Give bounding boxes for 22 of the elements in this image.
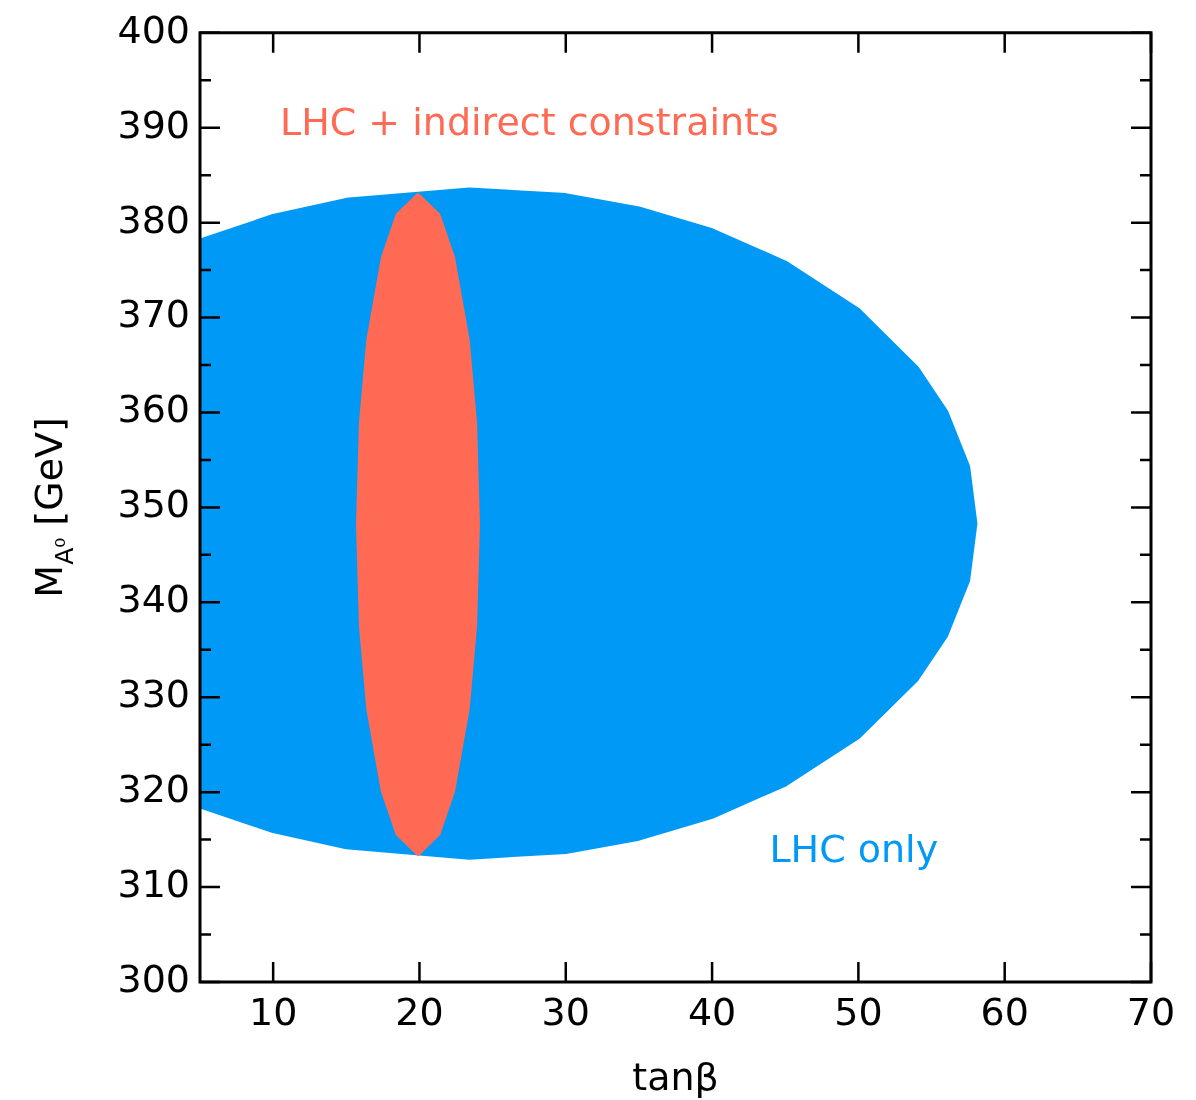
- x-tick-label: 10: [248, 989, 298, 1034]
- y-tick-label: 310: [117, 861, 190, 906]
- y-axis-title: MA⁰ [GeV]: [27, 417, 80, 598]
- y-tick-label: 360: [117, 387, 190, 432]
- x-tick-label: 60: [980, 989, 1029, 1034]
- y-tick-label: 340: [117, 577, 190, 622]
- x-tick-label: 30: [541, 989, 590, 1034]
- y-tick-label: 390: [117, 102, 190, 147]
- x-tick-label: 50: [834, 989, 883, 1034]
- text: LHC + indirect constraints: [280, 99, 779, 144]
- x-tick-label: 20: [395, 989, 444, 1034]
- y-tick-label: 320: [117, 767, 190, 812]
- y-tick-label: 330: [117, 672, 190, 717]
- y-tick-label: 350: [117, 482, 190, 527]
- y-tick-label: 400: [117, 7, 190, 52]
- x-tick-label: 40: [687, 989, 737, 1034]
- x-axis-title: tanβ: [632, 1055, 719, 1099]
- y-tick-label: 370: [117, 292, 190, 337]
- x-tick-label: 70: [1126, 989, 1176, 1034]
- series-label: LHC only: [769, 826, 939, 871]
- y-tick-label: 380: [117, 197, 190, 242]
- y-tick-label: 300: [117, 956, 190, 1001]
